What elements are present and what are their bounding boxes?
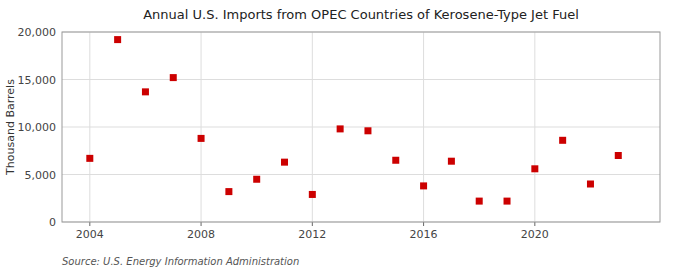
point xyxy=(476,198,483,205)
point xyxy=(281,159,288,166)
point xyxy=(170,74,177,81)
point xyxy=(392,157,399,164)
point xyxy=(504,198,511,205)
x-tick xyxy=(201,222,202,226)
y-tick-label: 20,000 xyxy=(18,26,57,39)
y-tick-label: 15,000 xyxy=(18,74,57,87)
y-axis-label: Thousand Barrels xyxy=(4,79,17,176)
y-grid-line xyxy=(62,174,660,175)
point xyxy=(531,165,538,172)
x-grid-line xyxy=(534,32,535,222)
x-tick xyxy=(312,222,313,226)
x-tick-label: 2012 xyxy=(298,228,326,241)
point xyxy=(364,127,371,134)
point xyxy=(615,152,622,159)
point xyxy=(198,135,205,142)
x-tick xyxy=(534,222,535,226)
point xyxy=(142,88,149,95)
chart: Annual U.S. Imports from OPEC Countries … xyxy=(0,0,675,275)
point xyxy=(587,181,594,188)
x-tick xyxy=(89,222,90,226)
x-grid-line xyxy=(89,32,90,222)
x-tick-label: 2004 xyxy=(76,228,104,241)
x-grid-line xyxy=(423,32,424,222)
y-grid-line xyxy=(62,79,660,80)
x-tick xyxy=(423,222,424,226)
points xyxy=(86,36,621,205)
x-tick-label: 2016 xyxy=(410,228,438,241)
y-tick-label: 10,000 xyxy=(18,121,57,134)
y-grid-line xyxy=(62,127,660,128)
plot-frame xyxy=(62,32,660,222)
point xyxy=(225,188,232,195)
point xyxy=(253,176,260,183)
point xyxy=(337,125,344,132)
x-grid-line xyxy=(201,32,202,222)
y-tick-label: 5,000 xyxy=(25,169,57,182)
point xyxy=(420,182,427,189)
title: Annual U.S. Imports from OPEC Countries … xyxy=(143,7,579,22)
point xyxy=(559,137,566,144)
point xyxy=(309,191,316,198)
y-tick-label: 0 xyxy=(49,216,56,229)
point xyxy=(114,36,121,43)
point xyxy=(448,158,455,165)
point xyxy=(86,155,93,162)
source-note: Source: U.S. Energy Information Administ… xyxy=(62,256,299,267)
x-tick-label: 2008 xyxy=(187,228,215,241)
x-tick-label: 2020 xyxy=(521,228,549,241)
